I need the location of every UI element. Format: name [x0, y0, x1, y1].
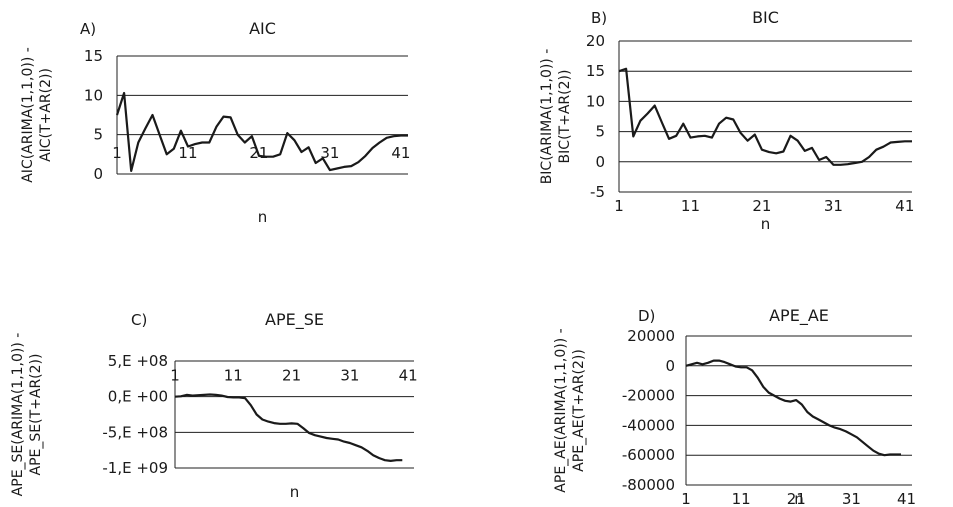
chart-4-x-tick-label: 31: [842, 490, 861, 507]
chart-2-y-axis-label: BIC(T+AR(2)): [557, 70, 573, 164]
chart-1-x-tick-label: 1: [112, 144, 122, 162]
chart-3-x-axis-label: n: [290, 483, 300, 501]
chart-1-title: AIC: [249, 19, 276, 38]
chart-1-y-axis-label: AIC(ARIMA(1,1,0)) -: [20, 47, 36, 183]
chart-1-y-axis-label: AIC(T+AR(2)): [38, 68, 54, 162]
chart-3-y-tick-label: 5,E +08: [108, 352, 168, 370]
chart-4-y-tick-label: -80000: [622, 476, 675, 494]
chart-1-series-line: [115, 91, 408, 172]
chart-4-y-tick-label: 20000: [627, 327, 675, 345]
chart-4-y-tick-label: 0: [665, 357, 675, 375]
chart-2-y-tick-label: 20: [586, 32, 605, 50]
chart-2-series-line: [618, 67, 912, 166]
chart-3-x-tick-label: 21: [282, 367, 301, 385]
chart-4-y-axis-label: APE_AE(ARIMA(1,1,0)) -: [553, 328, 569, 492]
chart-3-panel-label: C): [131, 311, 147, 329]
chart-3-x-tick-label: 1: [170, 367, 180, 385]
chart-2-y-tick-label: 10: [586, 92, 605, 110]
chart-2-y-tick-label: 0: [595, 153, 605, 171]
chart-4-panel-label: D): [638, 307, 655, 325]
chart-2-y-tick-label: 5: [595, 123, 605, 141]
chart-4-x-tick-label: 11: [732, 490, 751, 507]
chart-2-y-tick-label: -5: [590, 183, 605, 201]
chart-3-y-axis-label: APE_SE(T+AR(2)): [28, 354, 44, 476]
chart-4-x-tick-label: 41: [897, 490, 916, 507]
chart-3-x-tick-label: 11: [224, 367, 243, 385]
chart-3-title: APE_SE: [265, 310, 324, 330]
chart-1-x-tick-label: 31: [320, 144, 339, 162]
chart-3-y-tick-label: -1,E +09: [102, 459, 168, 477]
chart-4-title: APE_AE: [769, 306, 829, 326]
chart-2-title: BIC: [752, 8, 779, 27]
chart-3-y-axis-label: APE_SE(ARIMA(1,1,0)) -: [10, 333, 26, 497]
chart-1-y-tick-label: 15: [84, 47, 103, 65]
chart-1-y-tick-label: 5: [93, 126, 103, 144]
chart-1-x-tick-label: 41: [391, 144, 410, 162]
chart-2-x-axis-label: n: [761, 215, 771, 233]
chart-1-x-tick-label: 11: [178, 144, 197, 162]
chart-1-panel-label: A): [80, 20, 96, 38]
chart-4-x-tick-label: 21: [787, 490, 806, 507]
chart-2-y-axis-label: BIC(ARIMA(1,1,0)) -: [539, 49, 555, 185]
chart-4-y-tick-label: -60000: [622, 446, 675, 464]
chart-3-x-tick-label: 31: [340, 367, 359, 385]
chart-4-y-tick-label: -20000: [622, 387, 675, 405]
chart-4-series-line: [685, 359, 901, 457]
chart-2-y-tick-label: 15: [586, 62, 605, 80]
chart-4-y-axis-label: APE_AE(T+AR(2)): [571, 349, 587, 472]
chart-2-x-tick-label: 21: [752, 197, 771, 215]
chart-3-y-tick-label: -5,E +08: [102, 423, 168, 441]
chart-1-y-tick-label: 0: [93, 165, 103, 183]
chart-4-y-tick-label: -40000: [622, 416, 675, 434]
chart-2-x-tick-label: 41: [895, 197, 914, 215]
chart-2-x-tick-label: 11: [681, 197, 700, 215]
chart-3-group: 5,E +080,E +00-5,E +08-1,E +091 11 21 31 41C…: [10, 310, 418, 501]
chart-2-x-tick-label: 31: [824, 197, 843, 215]
chart-4-x-tick-label: 1: [681, 490, 691, 507]
chart-3-y-tick-label: 0,E +00: [108, 388, 168, 406]
chart-1-x-axis-label: n: [258, 208, 268, 226]
chart-3-series-line: [174, 393, 403, 462]
chart-4-x-axis-label: n: [794, 490, 804, 507]
chart-3-x-tick-label: 41: [399, 367, 418, 385]
chart-2-panel-label: B): [591, 9, 607, 27]
chart-1-y-tick-label: 10: [84, 86, 103, 104]
chart-2-x-tick-label: 1: [614, 197, 624, 215]
